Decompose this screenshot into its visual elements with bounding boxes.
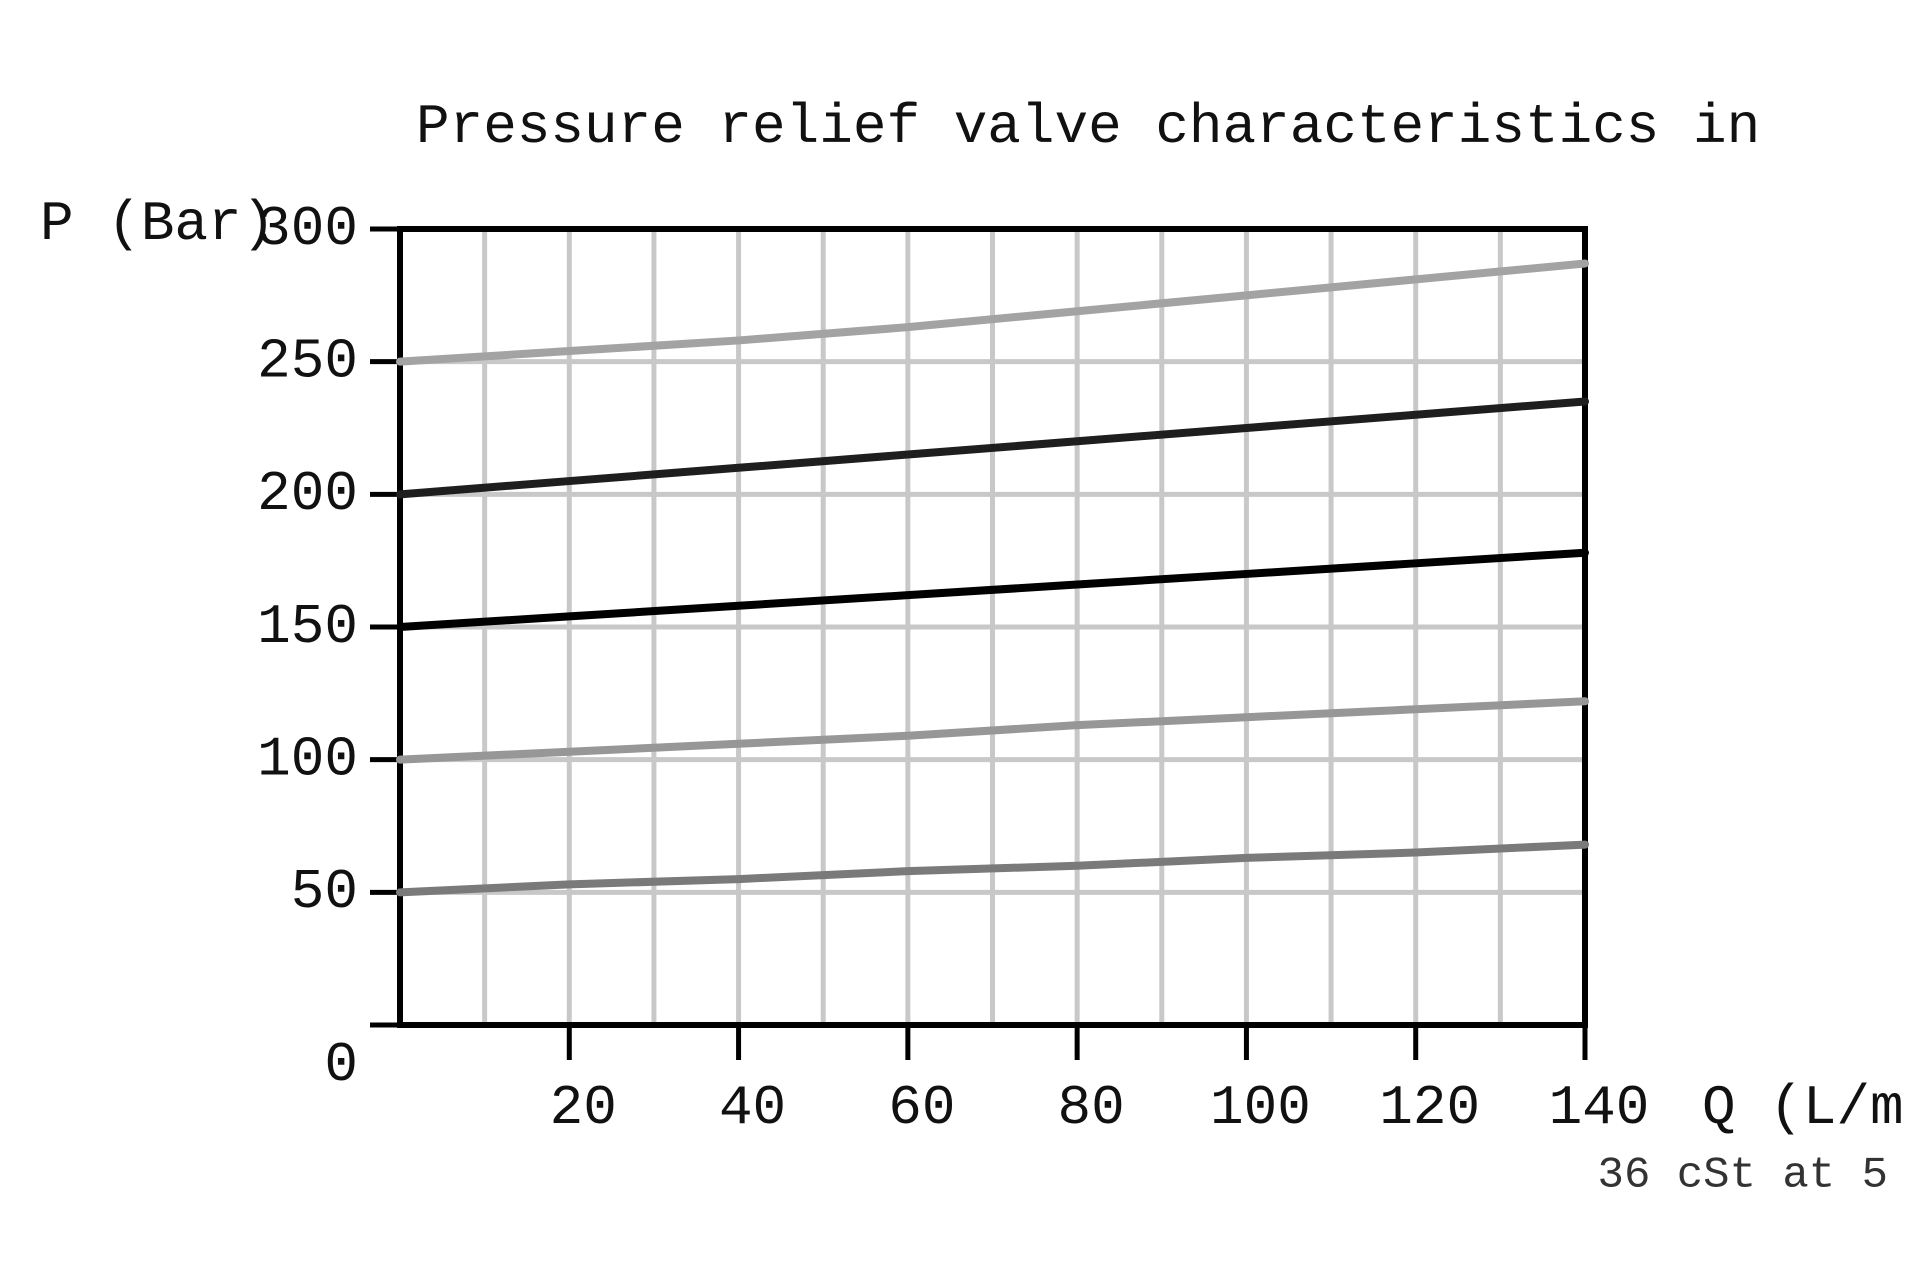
chart-title: Pressure relief valve characteristics in <box>416 95 1760 159</box>
x-tick-label: 100 <box>1210 1076 1311 1140</box>
x-tick-label: 120 <box>1379 1076 1480 1140</box>
series-line <box>396 397 1589 499</box>
y-tick-label: 50 <box>291 860 358 924</box>
y-tick-label: 150 <box>257 595 358 659</box>
y-tick-label: 0 <box>324 1033 358 1097</box>
y-tick-label: 200 <box>257 462 358 526</box>
x-tick-label: 40 <box>719 1076 786 1140</box>
y-axis-label: P (Bar) <box>40 192 275 256</box>
series-line <box>396 259 1589 366</box>
y-tick-label: 250 <box>257 329 358 393</box>
x-tick-label: 60 <box>888 1076 955 1140</box>
y-tick-label: 100 <box>257 727 358 791</box>
y-tick-label: 300 <box>257 197 358 261</box>
x-axis-label: Q (L/m <box>1702 1076 1904 1140</box>
series-line <box>396 840 1589 897</box>
x-tick-label: 20 <box>550 1076 617 1140</box>
x-tick-label: 80 <box>1058 1076 1125 1140</box>
note: 36 cSt at 5 <box>1598 1151 1888 1201</box>
x-tick-label: 140 <box>1549 1076 1650 1140</box>
series-line <box>396 548 1589 631</box>
series-line <box>396 697 1589 764</box>
